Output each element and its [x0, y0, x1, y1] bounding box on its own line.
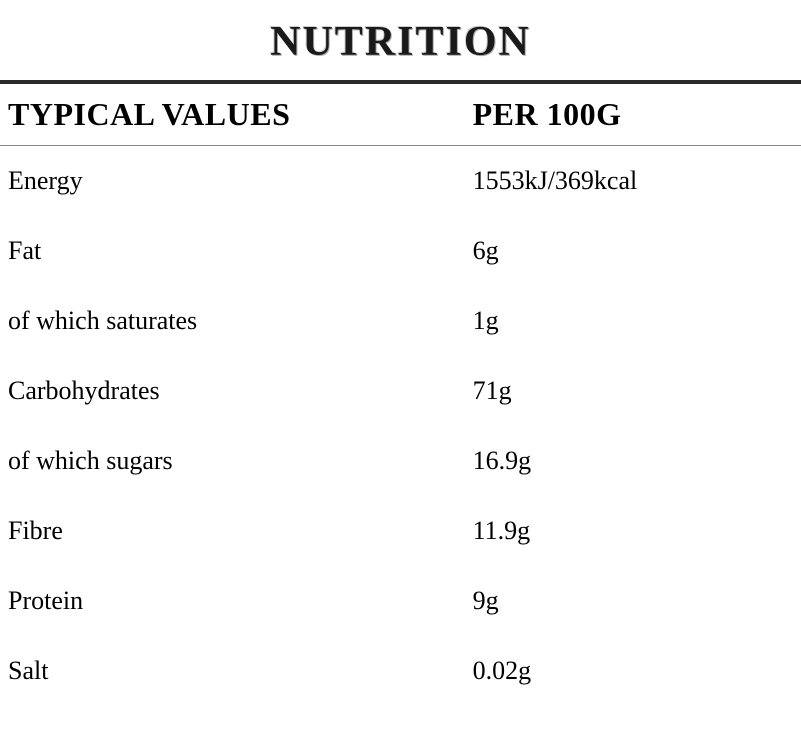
row-label: Carbohydrates [0, 356, 465, 426]
row-label: of which sugars [0, 426, 465, 496]
header-value: PER 100G [465, 84, 801, 145]
table-row: of which sugars 16.9g [0, 426, 801, 496]
table-row: Fat 6g [0, 216, 801, 286]
row-value: 6g [465, 216, 801, 286]
table-row: Protein 9g [0, 566, 801, 636]
table-header-row: TYPICAL VALUES PER 100G [0, 84, 801, 145]
row-label: Protein [0, 566, 465, 636]
table-row: Fibre 11.9g [0, 496, 801, 566]
table-row: Salt 0.02g [0, 636, 801, 706]
panel-title: NUTRITION [0, 0, 801, 80]
row-label: Fat [0, 216, 465, 286]
row-label: of which saturates [0, 286, 465, 356]
row-value: 1g [465, 286, 801, 356]
row-value: 16.9g [465, 426, 801, 496]
row-label: Salt [0, 636, 465, 706]
table-row: Carbohydrates 71g [0, 356, 801, 426]
row-value: 71g [465, 356, 801, 426]
nutrition-table-body: Energy 1553kJ/369kcal Fat 6g of which sa… [0, 146, 801, 706]
row-value: 11.9g [465, 496, 801, 566]
row-value: 1553kJ/369kcal [465, 146, 801, 216]
nutrition-table: TYPICAL VALUES PER 100G [0, 84, 801, 145]
row-label: Fibre [0, 496, 465, 566]
row-value: 0.02g [465, 636, 801, 706]
row-value: 9g [465, 566, 801, 636]
table-row: Energy 1553kJ/369kcal [0, 146, 801, 216]
nutrition-panel: NUTRITION TYPICAL VALUES PER 100G Energy… [0, 0, 801, 706]
table-row: of which saturates 1g [0, 286, 801, 356]
header-label: TYPICAL VALUES [0, 84, 465, 145]
row-label: Energy [0, 146, 465, 216]
